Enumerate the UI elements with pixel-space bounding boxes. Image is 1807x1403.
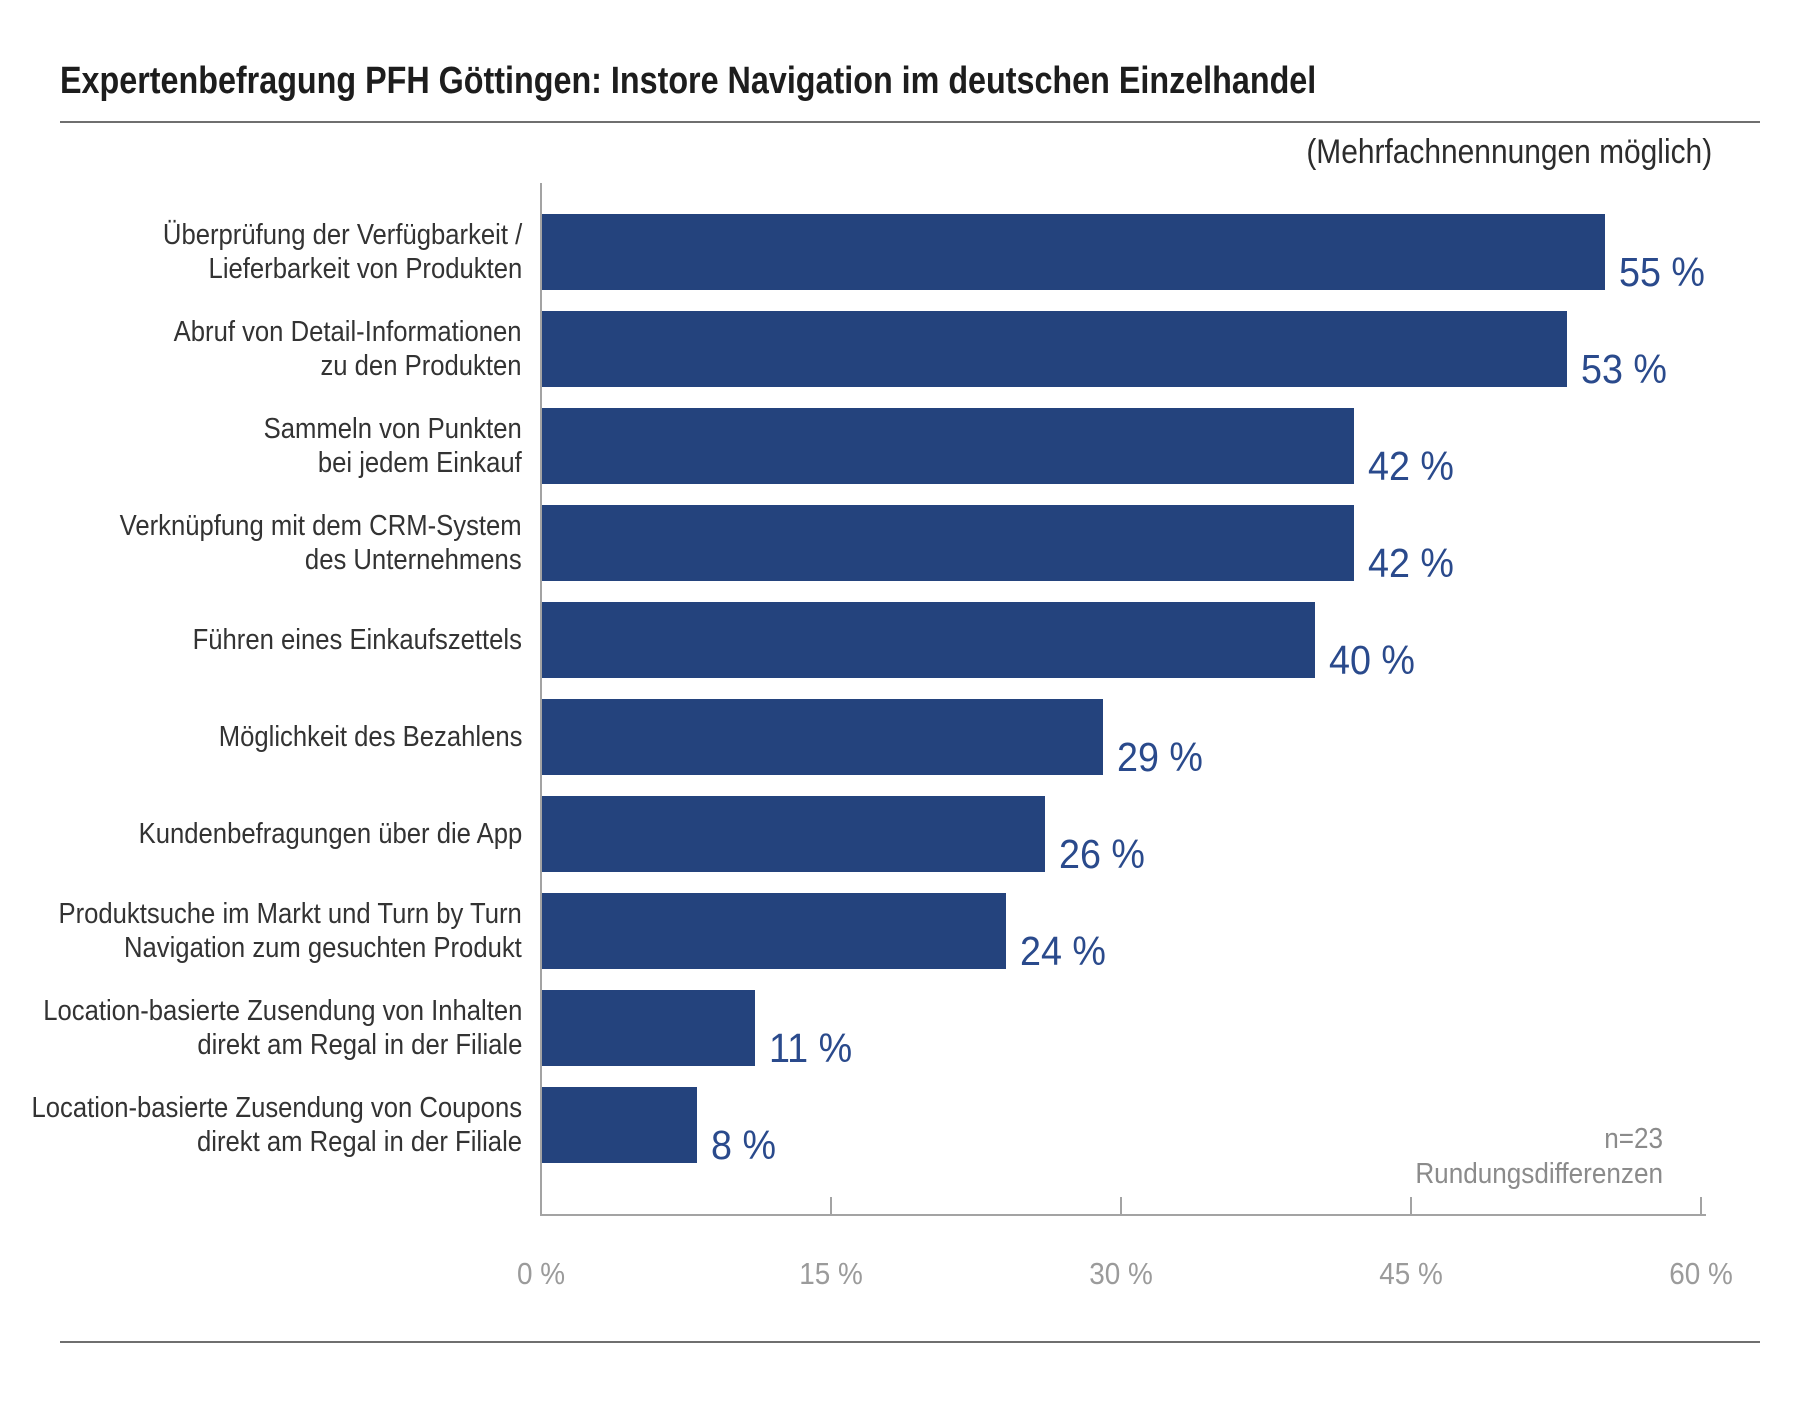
bar-value-label: 11 % — [768, 1025, 852, 1071]
x-tick-label: 45 % — [1379, 1256, 1443, 1291]
bar-value-label: 8 % — [710, 1122, 776, 1168]
category-label: Führen eines Einkaufszettels — [60, 602, 522, 678]
chart-title-text: Expertenbefragung PFH Göttingen: Instore… — [60, 60, 1317, 102]
rounding-note: Rundungsdifferenzen — [1415, 1158, 1663, 1190]
bar — [542, 505, 1354, 581]
category-line: Sammeln von Punkten — [263, 413, 522, 445]
category-label-column: Überprüfung der Verfügbarkeit / Lieferbar… — [31, 183, 523, 1184]
category-label: Überprüfung der Verfügbarkeit / Lieferbar… — [60, 214, 522, 290]
category-label: Location-basierte Zusendung von Inhalten… — [43, 990, 522, 1066]
bar — [542, 990, 755, 1066]
chart-subtitle: (Mehrfachnennungen möglich) — [60, 133, 1712, 172]
category-label: Möglichkeit des Bezahlens — [60, 699, 522, 775]
bar — [542, 408, 1354, 484]
bar — [542, 602, 1316, 678]
x-axis-tick — [1700, 1197, 1702, 1214]
bar-row: 55 % — [542, 214, 1706, 295]
x-axis-tick — [830, 1197, 832, 1214]
category-line: Kundenbefragungen über die App — [138, 818, 522, 850]
plot-area: 55 % 53 % 42 % 42 % 40 % 29 % 26 % 24 % … — [542, 183, 1706, 1216]
bar-value-label: 53 % — [1580, 346, 1667, 392]
title-separator-line — [60, 121, 1760, 123]
category-line: Möglichkeit des Bezahlens — [218, 721, 522, 753]
x-tick-label: 60 % — [1669, 1256, 1733, 1291]
sample-size-note: n=23 — [1604, 1123, 1663, 1155]
chart-title: Expertenbefragung PFH Göttingen: Instore… — [60, 60, 1538, 103]
bar-value-label: 40 % — [1329, 637, 1416, 683]
bar — [542, 893, 1006, 969]
bar — [542, 311, 1567, 387]
category-label: Produktsuche im Markt und Turn by Turn Na… — [58, 893, 523, 969]
bar-value-label: 55 % — [1619, 249, 1706, 295]
x-axis-line — [540, 1214, 1706, 1216]
x-tick-label: 30 % — [1089, 1256, 1153, 1291]
bar — [542, 214, 1606, 290]
bar — [542, 1087, 697, 1163]
bar-value-label: 29 % — [1116, 734, 1203, 780]
category-label: Verknüpfung mit dem CRM-System des Untern… — [60, 505, 522, 581]
chart-subtitle-text: (Mehrfachnennungen möglich) — [1306, 133, 1712, 171]
bar-value-label: 42 % — [1368, 540, 1454, 586]
bar-row: 8 % — [542, 1087, 1702, 1168]
category-line: Location-basierte Zusendung von Coupons — [31, 1092, 522, 1124]
bar-row: 40 % — [542, 602, 1702, 683]
x-tick-label: 0 % — [516, 1256, 566, 1291]
category-line: des Unternehmens — [305, 544, 522, 576]
category-line: Führen eines Einkaufszettels — [192, 624, 522, 656]
category-line: direkt am Regal in der Filiale — [196, 1126, 522, 1158]
category-line: Lieferbarkeit von Produkten — [208, 253, 522, 285]
bar-value-label: 24 % — [1020, 928, 1106, 974]
bar-row: 24 % — [542, 893, 1702, 974]
bar-row: 42 % — [542, 505, 1702, 586]
category-line: bei jedem Einkauf — [318, 447, 522, 479]
bar — [542, 796, 1045, 872]
category-line: Verknüpfung mit dem CRM-System — [120, 510, 522, 542]
category-label: Sammeln von Punkten bei jedem Einkauf — [60, 408, 522, 484]
bar-row: 53 % — [542, 311, 1702, 392]
x-axis-tick — [1120, 1197, 1122, 1214]
bar-row: 42 % — [542, 408, 1702, 489]
bar-value-label: 26 % — [1058, 831, 1145, 877]
bar — [542, 699, 1103, 775]
x-tick-label: 15 % — [799, 1256, 863, 1291]
category-line: Produktsuche im Markt und Turn by Turn — [58, 898, 522, 930]
bar-row: 11 % — [542, 990, 1702, 1071]
category-label: Kundenbefragungen über die App — [60, 796, 522, 872]
x-axis-tick — [1410, 1197, 1412, 1214]
bar-row: 29 % — [542, 699, 1702, 780]
bar-value-label: 42 % — [1368, 443, 1454, 489]
category-line: zu den Produkten — [320, 350, 522, 382]
category-line: Navigation zum gesuchten Produkt — [124, 932, 523, 964]
footnote: n=23 Rundungsdifferenzen — [1303, 1122, 1663, 1192]
category-label: Location-basierte Zusendung von Coupons d… — [31, 1087, 522, 1163]
category-line: Abruf von Detail-Informationen — [174, 316, 522, 348]
category-line: Überprüfung der Verfügbarkeit / — [162, 219, 522, 251]
bottom-separator-line — [60, 1341, 1760, 1343]
bar-row: 26 % — [542, 796, 1702, 877]
category-line: direkt am Regal in der Filiale — [196, 1029, 522, 1061]
y-axis-line — [540, 183, 542, 1216]
category-label: Abruf von Detail-Informationen zu den Pro… — [60, 311, 522, 387]
category-line: Location-basierte Zusendung von Inhalten — [42, 995, 522, 1027]
